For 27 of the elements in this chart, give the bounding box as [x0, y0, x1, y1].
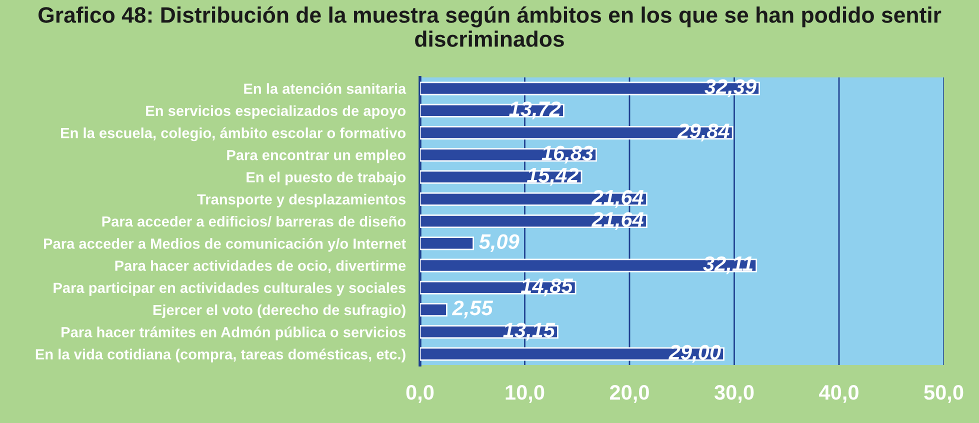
- bar: [420, 236, 474, 250]
- bar: [420, 302, 448, 317]
- y-tick-label: Para hacer trámites en Admón pública o servicios: [62, 326, 406, 340]
- y-tick-label: Para participar en actividades culturales y sociales: [54, 282, 406, 296]
- x-tick-label: 20,0: [610, 385, 649, 403]
- y-tick-label: Para hacer actividades de ocio, divertirme: [115, 260, 406, 274]
- x-tick-label: 40,0: [819, 385, 858, 403]
- bar: [420, 214, 648, 228]
- x-tick-label: 10,0: [506, 385, 544, 403]
- bar: [420, 126, 734, 140]
- y-tick-label: En la escuela, colegio, ámbito escolar o formativo: [61, 127, 406, 142]
- x-tick-label: 0,0: [406, 385, 434, 403]
- y-tick-label: Para acceder a Medios de comunicación y/o Internet: [44, 238, 406, 252]
- x-tick-label: 50,0: [924, 385, 964, 403]
- y-tick-label: Ejercer el voto (derecho de sufragio): [153, 304, 406, 318]
- y-tick-label: Transporte y desplazamientos: [197, 194, 406, 208]
- y-tick-label: En servicios especializados de apoyo: [146, 105, 406, 119]
- y-tick-label: En la vida cotidiana (compra, tareas domésticas, etc.): [36, 348, 406, 362]
- data-label: 2,55: [452, 300, 494, 318]
- y-tick-label: En el puesto de trabajo: [246, 172, 406, 186]
- chart-title: Grafico 48: Distribución de la muestra según ámbitos en los que se han podido sentir discriminados: [38, 6, 942, 47]
- y-tick-label: Para encontrar un empleo: [227, 150, 406, 164]
- bar: [420, 192, 648, 206]
- data-label: 5,09: [479, 234, 520, 252]
- x-tick-label: 30,0: [714, 385, 754, 403]
- y-tick-label: Para acceder a edificios/ barreras de diseño: [102, 216, 406, 227]
- y-tick-label: En la atención sanitaria: [244, 83, 406, 94]
